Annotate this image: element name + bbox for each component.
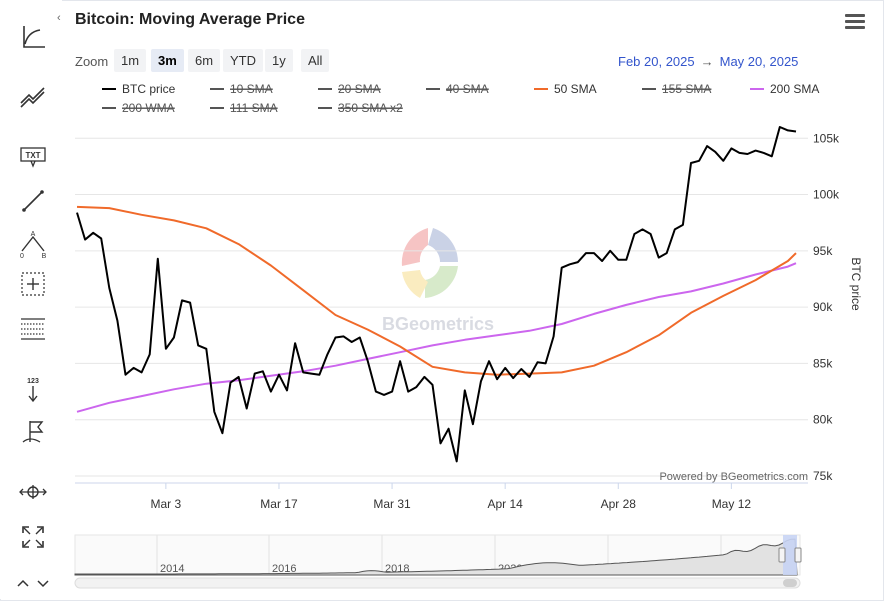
line-segment-icon[interactable] [14,182,52,220]
y-tick-label: 75k [813,469,833,483]
x-tick-label: May 12 [712,497,752,511]
legend-item-40-sma[interactable]: 40 SMA [426,82,489,96]
y-tick-label: 80k [813,413,833,427]
navigator-year-label: 2014 [160,563,184,575]
hamburger-menu-icon[interactable] [845,14,865,32]
scrollbar-track[interactable] [74,577,801,589]
btc-price-line [76,126,797,463]
legend-item-50-sma[interactable]: 50 SMA [534,82,597,96]
legend-item-20-sma[interactable]: 20 SMA [318,82,381,96]
zoom-ytd-button[interactable]: YTD [223,49,263,72]
legend-item-200-wma[interactable]: 200 WMA [102,101,175,115]
legend-label: 200 SMA [770,82,819,96]
x-tick-label: Mar 31 [373,497,411,511]
x-axis-ticks: Mar 3 Mar 17 Mar 31 Apr 14 Apr 28 May 12 [151,483,752,511]
measure-icon[interactable] [14,473,52,511]
y-tick-label: 105k [813,131,840,145]
y-axis-title: BTC price [849,257,863,311]
legend-item-350-sma-x2[interactable]: 350 SMA x2 [318,101,403,115]
navigator-right-handle[interactable] [794,547,802,563]
y-axis-ticks: 75k 80k 85k 90k 95k 100k 105k [813,131,840,483]
watermark-text: BGeometrics [382,314,494,334]
series-lines [76,126,797,463]
fibonacci-levels-icon[interactable] [14,308,52,346]
y-tick-label: 100k [813,188,840,202]
x-tick-label: Apr 28 [601,497,637,511]
elliott-wave-icon[interactable]: A 0 B [14,225,52,263]
zoom-label: Zoom [75,54,109,69]
fullscreen-icon[interactable] [14,518,52,556]
zoom-3m-button[interactable]: 3m [151,49,184,72]
legend: BTC price 10 SMA 20 SMA 40 SMA 50 SMA 155 SMA… [102,82,819,115]
zoom-1m-button[interactable]: 1m [114,49,147,72]
legend-label: 50 SMA [554,82,597,96]
scrollbar-thumb[interactable] [783,579,797,587]
navigator-left-handle[interactable] [778,547,786,563]
x-tick-label: Apr 14 [487,497,523,511]
text-annotation-icon[interactable]: TXT [14,138,52,176]
svg-text:A: A [31,231,36,238]
toolbar-scroll-arrows[interactable] [16,575,52,591]
axis-tool-icon[interactable] [14,18,52,56]
x-tick-label: Mar 17 [260,497,298,511]
trend-lines-icon[interactable] [14,78,52,116]
x-tick-label: Mar 3 [151,497,182,511]
legend-item-btc-price[interactable]: BTC price [102,82,176,96]
date-range[interactable]: Feb 20, 2025 → May 20, 2025 [618,54,798,69]
zoom-1y-button[interactable]: 1y [265,49,293,72]
y-tick-label: 95k [813,244,833,258]
y-tick-label: 90k [813,300,833,314]
chart-title: Bitcoin: Moving Average Price [75,11,305,28]
navigator-scrollbar[interactable] [74,577,801,589]
range-to[interactable]: May 20, 2025 [719,54,799,69]
watermark-logo [401,228,458,298]
credit-text[interactable]: Powered by BGeometrics.com [659,471,808,483]
svg-text:0: 0 [20,253,24,259]
navigator-selection[interactable] [783,535,797,575]
navigator-year-label: 2016 [272,563,296,575]
50-sma-line [76,205,797,376]
legend-item-111-sma[interactable]: 111 SMA [210,101,278,115]
legend-item-10-sma[interactable]: 10 SMA [210,82,273,96]
svg-text:123: 123 [27,378,39,385]
drawing-toolbar: TXT A 0 B 123 [0,0,62,599]
grid-lines [75,137,808,484]
collapse-toolbar-icon[interactable]: ‹ [57,12,61,24]
zoom-6m-button[interactable]: 6m [188,49,221,72]
legend-item-155-sma[interactable]: 155 SMA [642,82,712,96]
legend-item-200-sma[interactable]: 200 SMA [750,82,819,96]
vertical-counter-icon[interactable]: 123 [14,370,52,408]
zoom-all-button[interactable]: All [301,49,330,72]
crosshair-box-icon[interactable] [14,265,52,303]
range-arrow: → [700,54,714,69]
range-from[interactable]: Feb 20, 2025 [618,54,695,69]
flag-icon[interactable] [14,412,52,450]
svg-text:B: B [42,253,47,259]
navigator-series [74,538,798,576]
legend-label: BTC price [122,82,176,96]
200-sma-line [76,262,797,413]
svg-text:TXT: TXT [25,151,40,160]
navigator[interactable]: 201420162018202020222024 [74,534,802,576]
y-tick-label: 85k [813,356,833,370]
